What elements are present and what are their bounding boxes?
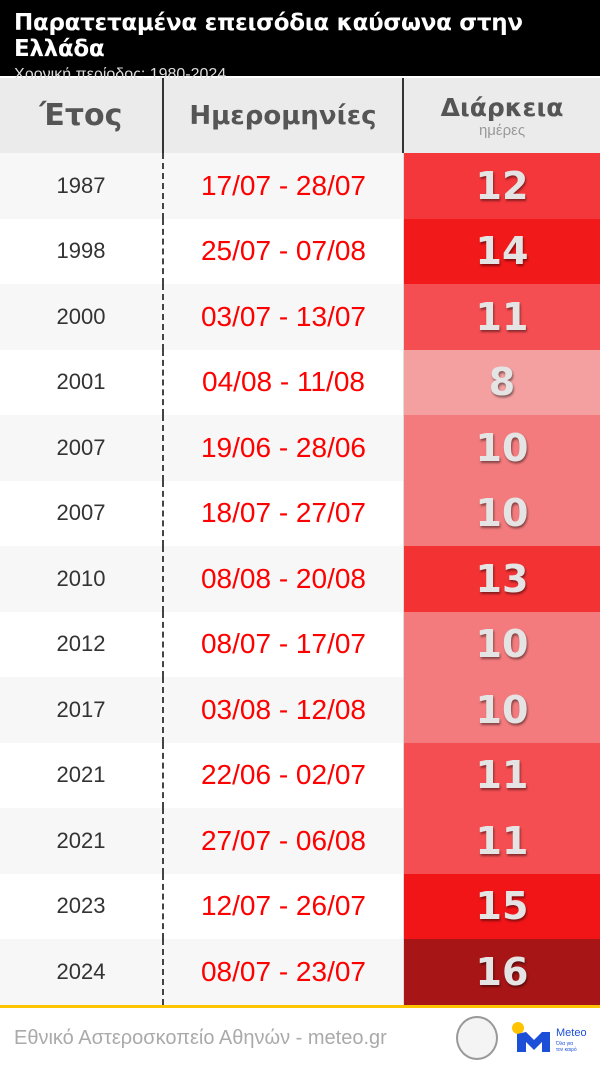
year-cell: 2023 bbox=[0, 873, 164, 939]
year-cell: 2012 bbox=[0, 611, 164, 677]
meteo-logo: Meteo Όλα για τον καιρό bbox=[512, 1022, 587, 1053]
table-row: 1998 25/07 - 07/08 14 bbox=[0, 218, 600, 284]
year-cell: 2007 bbox=[0, 415, 164, 481]
dates-cell: 04/08 - 11/08 bbox=[164, 349, 404, 415]
dates-cell: 08/07 - 23/07 bbox=[164, 939, 404, 1005]
duration-cell: 10 bbox=[404, 677, 600, 743]
header-year: Έτος bbox=[0, 78, 164, 153]
svg-text:τον καιρό: τον καιρό bbox=[556, 1046, 577, 1053]
year-cell: 2021 bbox=[0, 742, 164, 808]
header-dates-label: Ημερομηνίες bbox=[189, 100, 377, 131]
duration-cell: 12 bbox=[404, 153, 600, 219]
duration-cell: 13 bbox=[404, 546, 600, 612]
duration-cell: 10 bbox=[404, 415, 600, 481]
header-duration-unit: ημέρες bbox=[478, 121, 526, 139]
title-bar: Παρατεταμένα επεισόδια καύσωνα στην Ελλά… bbox=[0, 0, 600, 83]
svg-text:Όλα για: Όλα για bbox=[555, 1041, 573, 1047]
table-row: 2017 03/08 - 12/08 10 bbox=[0, 677, 600, 743]
duration-cell: 14 bbox=[404, 218, 600, 284]
header-dates: Ημερομηνίες bbox=[164, 78, 404, 153]
header-duration: Διάρκεια ημέρες bbox=[404, 78, 600, 153]
duration-cell: 11 bbox=[404, 284, 600, 350]
year-cell: 2024 bbox=[0, 939, 164, 1005]
dates-cell: 22/06 - 02/07 bbox=[164, 742, 404, 808]
duration-cell: 10 bbox=[404, 611, 600, 677]
dates-cell: 19/06 - 28/06 bbox=[164, 415, 404, 481]
dates-cell: 27/07 - 06/08 bbox=[164, 808, 404, 874]
table-row: 2021 27/07 - 06/08 11 bbox=[0, 808, 600, 874]
duration-cell: 11 bbox=[404, 808, 600, 874]
table-row: 2023 12/07 - 26/07 15 bbox=[0, 873, 600, 939]
dates-cell: 12/07 - 26/07 bbox=[164, 873, 404, 939]
source-credit: Εθνικό Αστεροσκοπείο Αθηνών - meteo.gr bbox=[14, 1027, 387, 1049]
year-cell: 2021 bbox=[0, 808, 164, 874]
duration-cell: 8 bbox=[404, 349, 600, 415]
year-cell: 2010 bbox=[0, 546, 164, 612]
header-year-label: Έτος bbox=[39, 98, 123, 133]
table-row: 2021 22/06 - 02/07 11 bbox=[0, 742, 600, 808]
dates-cell: 03/07 - 13/07 bbox=[164, 284, 404, 350]
table-row: 1987 17/07 - 28/07 12 bbox=[0, 153, 600, 219]
dates-cell: 08/08 - 20/08 bbox=[164, 546, 404, 612]
dates-cell: 25/07 - 07/08 bbox=[164, 218, 404, 284]
table-body: 1987 17/07 - 28/07 12 1998 25/07 - 07/08 … bbox=[0, 153, 600, 1005]
duration-cell: 10 bbox=[404, 480, 600, 546]
year-cell: 2007 bbox=[0, 480, 164, 546]
table-row: 2007 19/06 - 28/06 10 bbox=[0, 415, 600, 481]
dates-cell: 18/07 - 27/07 bbox=[164, 480, 404, 546]
year-cell: 1998 bbox=[0, 218, 164, 284]
table-row: 2000 03/07 - 13/07 11 bbox=[0, 284, 600, 350]
duration-cell: 16 bbox=[404, 939, 600, 1005]
table-row: 2007 18/07 - 27/07 10 bbox=[0, 480, 600, 546]
table-header: Έτος Ημερομηνίες Διάρκεια ημέρες bbox=[0, 78, 600, 153]
divider bbox=[0, 1005, 600, 1008]
table-row: 2010 08/08 - 20/08 13 bbox=[0, 546, 600, 612]
year-cell: 1987 bbox=[0, 153, 164, 219]
duration-cell: 15 bbox=[404, 873, 600, 939]
dates-cell: 08/07 - 17/07 bbox=[164, 611, 404, 677]
year-cell: 2017 bbox=[0, 677, 164, 743]
meteo-logo-text: Meteo bbox=[556, 1027, 587, 1039]
observatory-seal-logo bbox=[456, 1016, 498, 1060]
table-row: 2001 04/08 - 11/08 8 bbox=[0, 349, 600, 415]
year-cell: 2001 bbox=[0, 349, 164, 415]
year-cell: 2000 bbox=[0, 284, 164, 350]
table-row: 2012 08/07 - 17/07 10 bbox=[0, 611, 600, 677]
header-duration-label: Διάρκεια bbox=[440, 92, 564, 122]
page-title: Παρατεταμένα επεισόδια καύσωνα στην Ελλά… bbox=[14, 10, 523, 62]
dates-cell: 03/08 - 12/08 bbox=[164, 677, 404, 743]
table-row: 2024 08/07 - 23/07 16 bbox=[0, 939, 600, 1005]
duration-cell: 11 bbox=[404, 742, 600, 808]
dates-cell: 17/07 - 28/07 bbox=[164, 153, 404, 219]
